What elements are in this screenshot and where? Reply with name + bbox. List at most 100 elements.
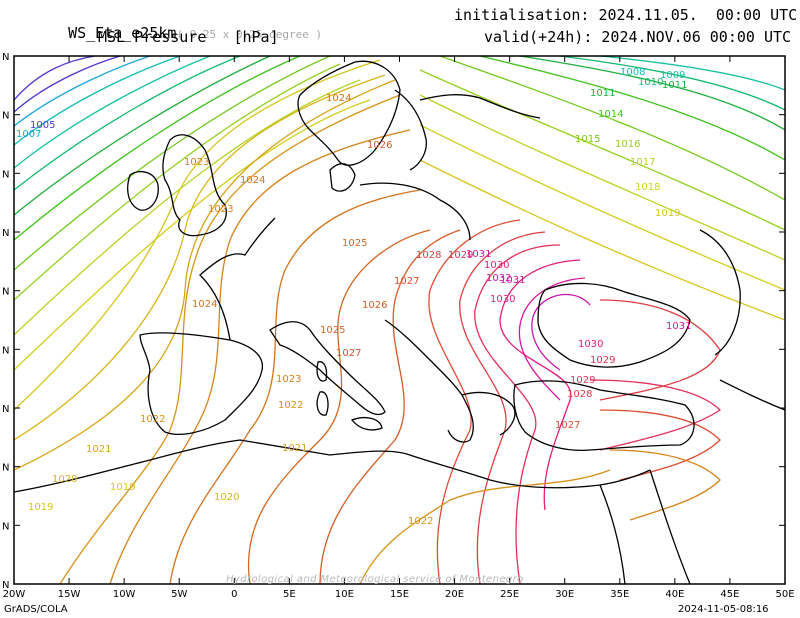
coastline <box>297 60 401 166</box>
isobar-line <box>13 55 181 146</box>
coastline <box>384 319 474 443</box>
isobar-label: 1024 <box>240 175 265 186</box>
y-tick-label: N <box>2 111 9 122</box>
x-tick-label: 0 <box>231 589 237 600</box>
isobar-line <box>13 55 301 241</box>
coastline <box>316 391 329 416</box>
isobar-label: 1031 <box>466 249 491 260</box>
x-tick-label: 20E <box>445 589 464 600</box>
isobar-line <box>169 189 421 585</box>
isobar-label: 1029 <box>448 250 473 261</box>
isobar-line <box>13 74 386 441</box>
x-tick-label: 45E <box>720 589 739 600</box>
isobar-label: 1020 <box>52 474 77 485</box>
coastline <box>719 379 786 411</box>
coastline <box>127 171 159 211</box>
axis-ticks <box>13 55 786 585</box>
isobar-line <box>13 55 271 216</box>
coastline <box>649 469 691 585</box>
isobar-label: 1011 <box>590 88 615 99</box>
isobar-label: 1031 <box>666 321 691 332</box>
coastline <box>329 163 356 192</box>
y-tick-label: N <box>2 463 9 474</box>
x-tick-label: 10W <box>113 589 136 600</box>
isobar-line <box>13 55 331 271</box>
y-tick-label: N <box>2 521 9 532</box>
coastline <box>139 332 263 435</box>
isobar-label: 1029 <box>570 375 595 386</box>
coastline <box>537 282 691 368</box>
isobar-label: 1026 <box>367 140 392 151</box>
x-tick-label: 5W <box>171 589 187 600</box>
isobar-label: 1027 <box>555 420 580 431</box>
y-tick-label: N <box>2 287 9 298</box>
x-tick-labels: 20W 15W 10W 5W 0 5E 10E 15E 20E 25E 30E 35E 40E 45E 50… <box>3 589 795 600</box>
software-credit: GrADS/COLA <box>4 604 68 615</box>
isobar-label: 1024 <box>192 299 217 310</box>
isobar-label: 1015 <box>575 134 600 145</box>
isobar-label: 1030 <box>490 294 515 305</box>
isobar-label: 1009 <box>660 70 685 81</box>
coastline <box>359 182 471 241</box>
coastline <box>513 380 695 451</box>
isobar-label: 1027 <box>394 276 419 287</box>
isobar-label: 1026 <box>362 300 387 311</box>
isobar-line <box>59 94 401 585</box>
isobar-line <box>13 79 361 336</box>
isobar-line <box>599 409 721 481</box>
coastline <box>419 94 541 119</box>
isobar-label: 1011 <box>662 80 687 91</box>
isobar-label: 1019 <box>28 502 53 513</box>
isobar-line <box>419 159 786 321</box>
x-tick-label: 20W <box>3 589 26 600</box>
isobar-label: 1030 <box>484 260 509 271</box>
isobar-line <box>419 69 786 231</box>
isobar-line <box>13 99 371 371</box>
coastline <box>199 217 276 341</box>
isobar-label: 1020 <box>214 492 239 503</box>
isobar-line <box>499 259 581 511</box>
model-name: WS_Eta_e25km <box>68 24 177 42</box>
isobar-label: 1022 <box>140 414 165 425</box>
init-label: initialisation: <box>454 6 590 24</box>
coastline <box>13 439 651 493</box>
valid-label: valid(+24h): <box>484 28 593 46</box>
resolution-note: ( 0.25 x 0.25 degree ) <box>176 28 323 41</box>
isobar-line <box>13 63 341 301</box>
y-tick-label: N <box>2 345 9 356</box>
isobar-label: 1021 <box>282 443 307 454</box>
coastline <box>599 484 626 585</box>
isobar-label: 1029 <box>590 355 615 366</box>
coastline <box>394 89 427 171</box>
isobar-line <box>589 379 722 451</box>
render-timestamp: 2024-11-05-08:16 <box>678 604 769 615</box>
isobar-line <box>599 55 786 91</box>
isobar-line <box>247 229 431 585</box>
isobar-line <box>13 55 241 191</box>
isobar-label: 1023 <box>208 204 233 215</box>
isobar-label: 1019 <box>110 482 135 493</box>
isobar-label: 1024 <box>326 93 351 104</box>
x-tick-label: 30E <box>555 589 574 600</box>
y-tick-label: N <box>2 404 9 415</box>
isobar-label: 1019 <box>655 208 680 219</box>
isobar-line <box>13 79 396 471</box>
isobar-label: 1017 <box>630 157 655 168</box>
isobar-label: 1010 <box>638 77 663 88</box>
valid-value: 2024.NOV.06 00:00 UTC <box>601 28 792 46</box>
isobar-line <box>519 55 786 131</box>
isobar-label: 1027 <box>336 348 361 359</box>
isobar-line <box>13 59 381 411</box>
x-tick-label: 40E <box>665 589 684 600</box>
x-tick-label: 15W <box>58 589 81 600</box>
isobar-line <box>439 55 786 201</box>
isobar-line <box>109 129 411 585</box>
map-frame <box>13 55 786 585</box>
coastline <box>316 361 328 382</box>
coastlines <box>13 60 786 585</box>
isobar-label: 1028 <box>416 250 441 261</box>
isobar-line <box>559 55 786 111</box>
isobar-label: 1032 <box>486 273 511 284</box>
